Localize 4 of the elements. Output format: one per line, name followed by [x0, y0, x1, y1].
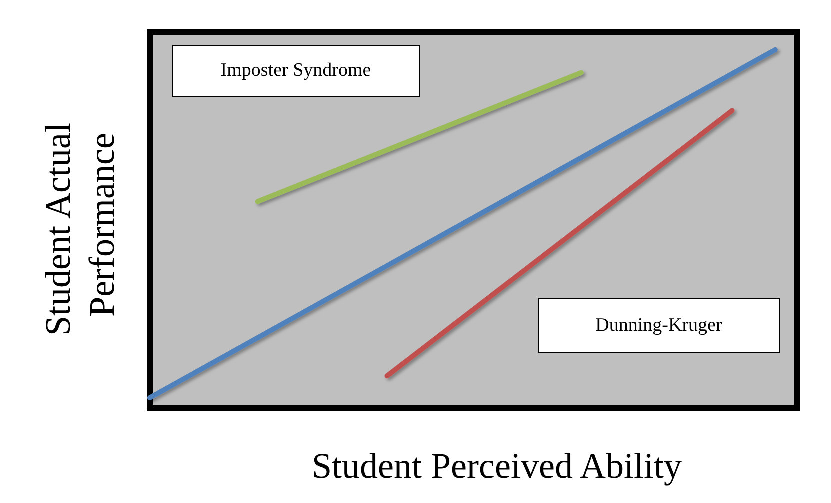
note-box: Imposter Syndrome: [172, 45, 420, 97]
note-box: Dunning-Kruger: [538, 298, 780, 353]
x-axis-title: Student Perceived Ability: [312, 446, 682, 486]
y-axis-title: Student Actual Performance: [38, 114, 122, 336]
